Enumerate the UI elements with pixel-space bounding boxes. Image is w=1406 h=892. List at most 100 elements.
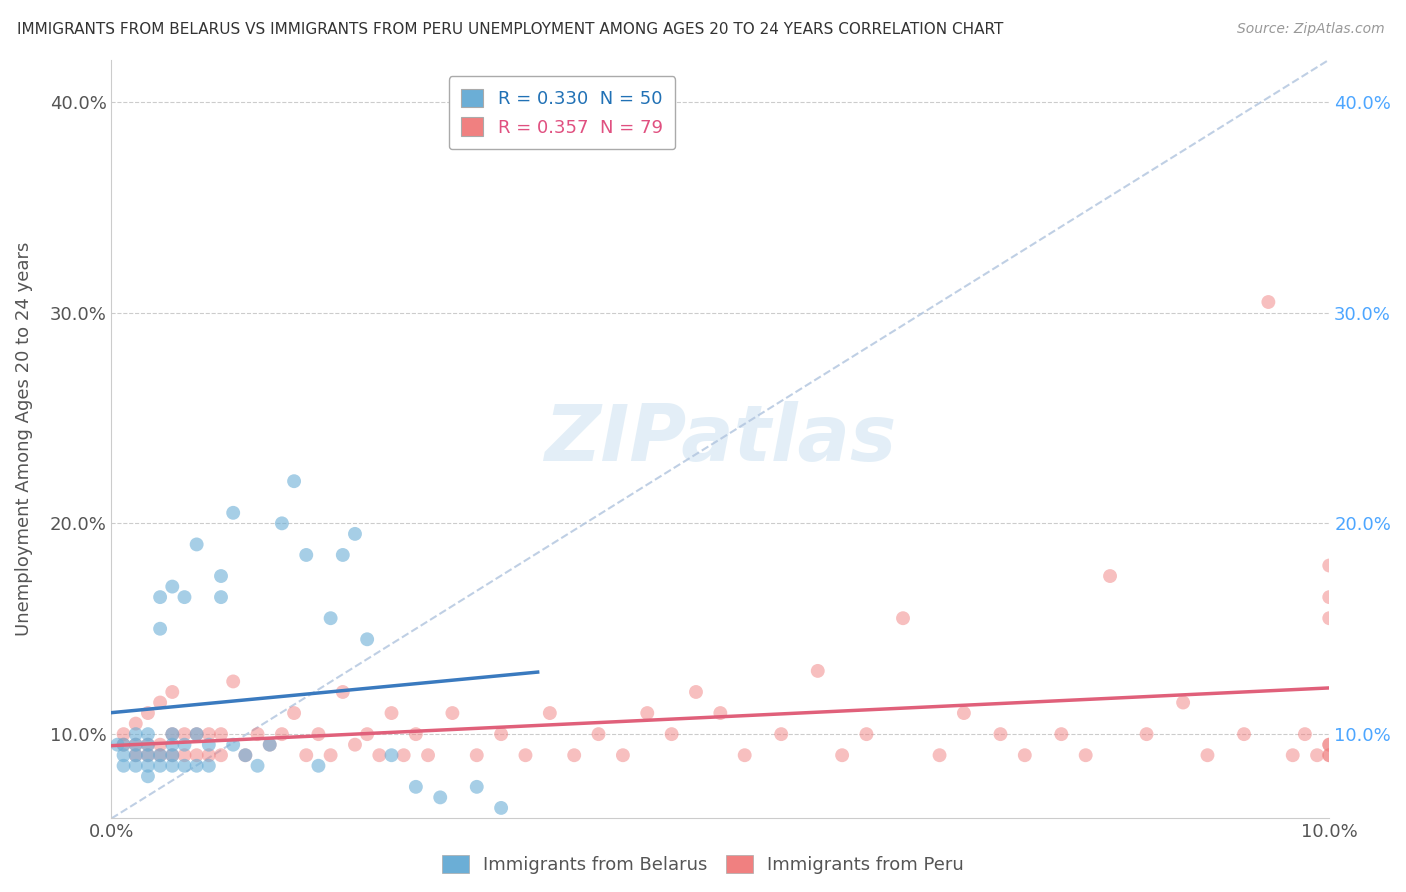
Point <box>125 738 148 752</box>
Point <box>112 727 135 741</box>
Point <box>1281 748 1303 763</box>
Point <box>246 727 269 741</box>
Point <box>222 506 245 520</box>
Legend: Immigrants from Belarus, Immigrants from Peru: Immigrants from Belarus, Immigrants from… <box>433 846 973 883</box>
Point <box>186 727 208 741</box>
Point <box>125 727 148 741</box>
Point <box>136 748 159 763</box>
Point <box>283 474 305 488</box>
Point <box>112 748 135 763</box>
Point <box>343 527 366 541</box>
Point <box>136 738 159 752</box>
Point <box>149 590 172 604</box>
Point <box>332 548 354 562</box>
Point <box>1233 727 1256 741</box>
Point <box>186 758 208 772</box>
Point <box>891 611 914 625</box>
Point <box>198 748 221 763</box>
Point <box>107 738 129 752</box>
Y-axis label: Unemployment Among Ages 20 to 24 years: Unemployment Among Ages 20 to 24 years <box>15 242 32 636</box>
Point <box>1099 569 1122 583</box>
Point <box>356 632 378 647</box>
Point <box>1294 727 1316 741</box>
Point <box>149 622 172 636</box>
Point <box>307 758 329 772</box>
Legend: R = 0.330  N = 50, R = 0.357  N = 79: R = 0.330 N = 50, R = 0.357 N = 79 <box>449 76 675 149</box>
Point <box>368 748 391 763</box>
Point <box>538 706 561 720</box>
Point <box>125 748 148 763</box>
Point <box>1317 738 1340 752</box>
Point <box>295 548 318 562</box>
Point <box>465 748 488 763</box>
Point <box>416 748 439 763</box>
Point <box>1317 738 1340 752</box>
Point <box>162 580 184 594</box>
Point <box>1306 748 1329 763</box>
Point <box>1050 727 1073 741</box>
Point <box>112 738 135 752</box>
Point <box>990 727 1012 741</box>
Point <box>222 738 245 752</box>
Point <box>271 727 294 741</box>
Point <box>162 748 184 763</box>
Point <box>405 727 427 741</box>
Point <box>1171 696 1194 710</box>
Point <box>186 748 208 763</box>
Point <box>271 516 294 531</box>
Point <box>186 727 208 741</box>
Point <box>319 748 342 763</box>
Point <box>136 706 159 720</box>
Point <box>356 727 378 741</box>
Point <box>235 748 257 763</box>
Point <box>198 758 221 772</box>
Point <box>1317 611 1340 625</box>
Point <box>149 748 172 763</box>
Point <box>112 738 135 752</box>
Point <box>136 727 159 741</box>
Point <box>392 748 415 763</box>
Point <box>162 748 184 763</box>
Point <box>1135 727 1157 741</box>
Point <box>343 738 366 752</box>
Point <box>136 738 159 752</box>
Point <box>125 748 148 763</box>
Point <box>222 674 245 689</box>
Point <box>831 748 853 763</box>
Point <box>162 758 184 772</box>
Point <box>405 780 427 794</box>
Point <box>734 748 756 763</box>
Point <box>1317 558 1340 573</box>
Point <box>125 738 148 752</box>
Point <box>429 790 451 805</box>
Point <box>685 685 707 699</box>
Point <box>209 569 232 583</box>
Point <box>198 727 221 741</box>
Point <box>770 727 793 741</box>
Point <box>136 769 159 783</box>
Point <box>1074 748 1097 763</box>
Point <box>125 716 148 731</box>
Point <box>489 801 512 815</box>
Point <box>1317 748 1340 763</box>
Text: ZIPatlas: ZIPatlas <box>544 401 897 477</box>
Text: IMMIGRANTS FROM BELARUS VS IMMIGRANTS FROM PERU UNEMPLOYMENT AMONG AGES 20 TO 24: IMMIGRANTS FROM BELARUS VS IMMIGRANTS FR… <box>17 22 1004 37</box>
Point <box>1197 748 1219 763</box>
Point <box>1014 748 1036 763</box>
Point <box>928 748 950 763</box>
Point <box>162 738 184 752</box>
Point <box>855 727 877 741</box>
Point <box>636 706 658 720</box>
Point <box>380 706 402 720</box>
Point <box>136 758 159 772</box>
Point <box>173 738 195 752</box>
Point <box>136 748 159 763</box>
Point <box>380 748 402 763</box>
Point <box>209 748 232 763</box>
Point <box>465 780 488 794</box>
Point <box>186 537 208 551</box>
Point <box>588 727 610 741</box>
Point <box>173 758 195 772</box>
Point <box>332 685 354 699</box>
Point <box>283 706 305 720</box>
